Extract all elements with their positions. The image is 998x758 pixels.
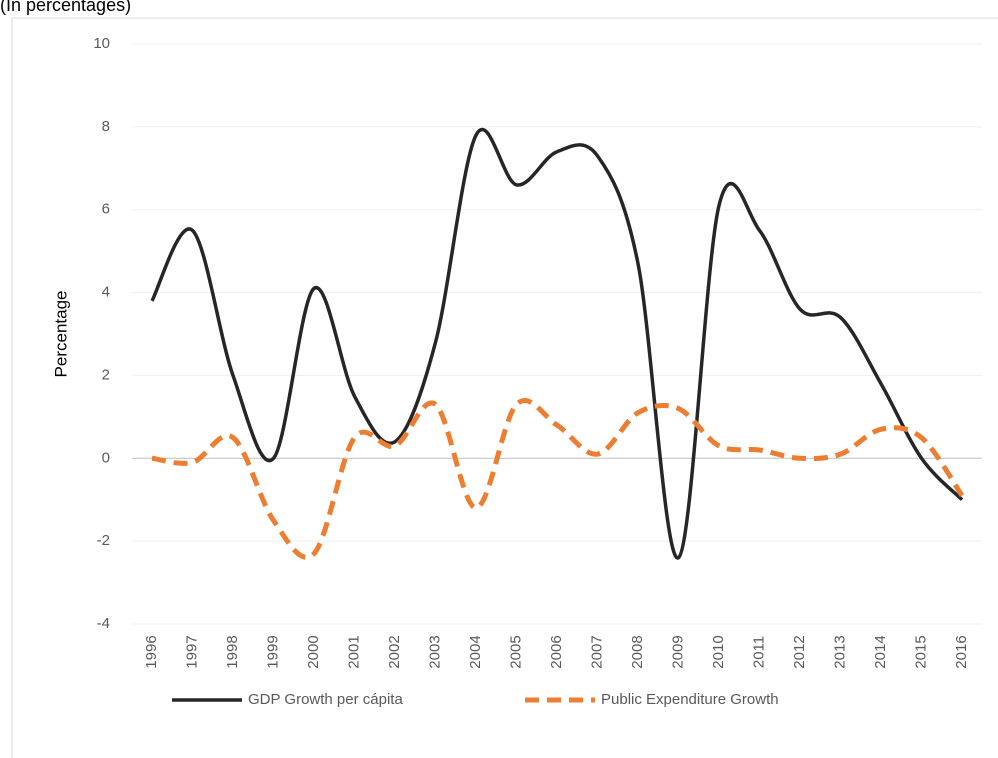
- x-tick-label: 2015: [912, 635, 929, 668]
- x-tick-label: 2012: [791, 635, 808, 668]
- data-line: [150, 127, 964, 560]
- legend-label: GDP Growth per cápita: [248, 691, 403, 708]
- x-tick-label: 2010: [710, 635, 727, 668]
- y-tick-label: 0: [102, 449, 110, 466]
- x-tick-label: 1996: [143, 635, 160, 668]
- x-tick-label: 2007: [588, 635, 605, 668]
- x-tick-label: 2016: [953, 635, 970, 668]
- x-tick-label: 2011: [750, 636, 767, 668]
- x-tick-label: 2013: [831, 635, 848, 668]
- y-tick-label: 2: [102, 366, 110, 383]
- x-tick-label: 2009: [669, 635, 686, 668]
- x-tick-label: 1999: [264, 635, 281, 668]
- y-tick-label: 6: [102, 201, 110, 218]
- legend-label: Public Expenditure Growth: [601, 691, 779, 708]
- y-tick-label: -2: [97, 532, 110, 549]
- y-axis-label: Percentage: [51, 291, 70, 378]
- x-tick-label: 2005: [507, 635, 524, 668]
- x-tick-label: 2003: [426, 635, 443, 668]
- x-tick-label: 2001: [345, 635, 362, 668]
- x-tick-label: 1998: [224, 635, 241, 668]
- x-tick-label: 2002: [386, 635, 403, 668]
- y-tick-label: 4: [102, 284, 110, 301]
- y-tick-label: 8: [102, 118, 110, 135]
- x-tick-label: 2008: [629, 635, 646, 668]
- y-tick-label: -4: [97, 615, 110, 632]
- x-tick-label: 2004: [467, 635, 484, 668]
- x-tick-label: 2014: [872, 635, 889, 668]
- data-line: [151, 398, 965, 560]
- y-tick-label: 10: [93, 35, 110, 52]
- chart-subtitle: (In percentages): [0, 0, 131, 15]
- x-tick-label: 1997: [183, 635, 200, 668]
- x-tick-label: 2006: [548, 635, 565, 668]
- x-tick-label: 2000: [305, 635, 322, 668]
